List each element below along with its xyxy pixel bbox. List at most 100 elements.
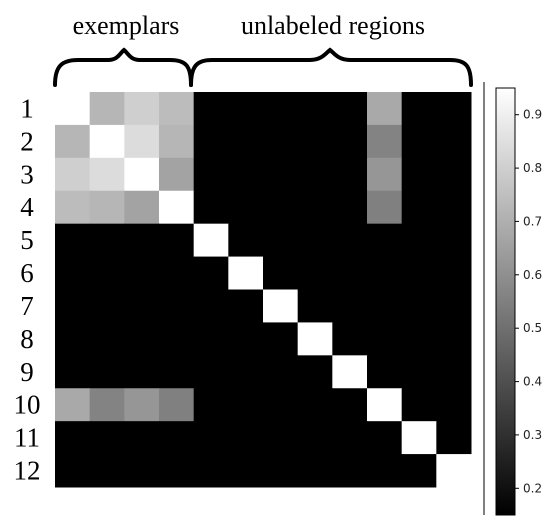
- heatmap-cell-r12-c3: [124, 454, 160, 488]
- heatmap-cell-r11-c7: [263, 421, 299, 455]
- row-label-12: 12: [14, 456, 41, 486]
- row-label-2: 2: [20, 126, 34, 156]
- heatmap-cell-r5-c8: [297, 223, 333, 258]
- heatmap-cell-r6-c2: [89, 256, 125, 290]
- heatmap-cell-r1-c1: [55, 92, 91, 126]
- heatmap-cell-r7-c7: [263, 289, 299, 323]
- heatmap-cell-r8-c5: [193, 322, 229, 356]
- heatmap-cell-r3-c1: [55, 157, 91, 192]
- heatmap-cell-r7-c2: [89, 289, 125, 323]
- heatmap-cell-r3-c6: [228, 157, 264, 192]
- heatmap-cell-r2-c1: [55, 124, 91, 159]
- heatmap-cell-r11-c6: [228, 421, 264, 455]
- heatmap-cell-r6-c8: [297, 256, 333, 290]
- heatmap-cell-r11-c3: [124, 421, 160, 455]
- heatmap-cell-r12-c1: [55, 454, 91, 488]
- heatmap-cell-r10-c2: [89, 388, 125, 422]
- row-label-11: 11: [14, 423, 40, 453]
- colorbar-tick-label-0.6: 0.6: [523, 268, 542, 282]
- heatmap-cell-r7-c4: [159, 289, 195, 323]
- heatmap-cell-r3-c5: [193, 157, 229, 192]
- heatmap-cell-r9-c12: [436, 355, 472, 389]
- heatmap-cell-r3-c9: [332, 157, 368, 192]
- heatmap-cell-r4-c3: [124, 190, 160, 225]
- row-label-5: 5: [20, 225, 34, 255]
- heatmap-cell-r1-c10: [367, 92, 403, 126]
- group-label-exemplars: exemplars: [73, 11, 180, 40]
- heatmap-cell-r12-c9: [332, 454, 368, 488]
- heatmap-cell-r8-c1: [55, 322, 91, 356]
- heatmap-cell-r5-c10: [367, 223, 403, 258]
- colorbar-gradient: [496, 88, 515, 515]
- row-label-3: 3: [20, 159, 34, 189]
- heatmap-cell-r10-c5: [193, 388, 229, 422]
- heatmap-cell-r12-c12: [436, 454, 472, 488]
- heatmap-cell-r10-c8: [297, 388, 333, 422]
- heatmap-grid: [55, 92, 472, 488]
- heatmap-cell-r8-c6: [228, 322, 264, 356]
- heatmap-cell-r2-c2: [89, 124, 125, 159]
- heatmap-cell-r11-c12: [436, 421, 472, 455]
- row-label-10: 10: [14, 390, 41, 420]
- heatmap-cell-r8-c9: [332, 322, 368, 356]
- heatmap-cell-r11-c11: [401, 421, 437, 455]
- heatmap-cell-r5-c1: [55, 223, 91, 258]
- heatmap-cell-r12-c4: [159, 454, 195, 488]
- heatmap-cell-r7-c11: [401, 289, 437, 323]
- row-label-6: 6: [20, 258, 34, 288]
- heatmap-cell-r2-c11: [401, 124, 437, 159]
- heatmap-cell-r10-c4: [159, 388, 195, 422]
- heatmap-cell-r5-c3: [124, 223, 160, 258]
- heatmap-cell-r2-c9: [332, 124, 368, 159]
- heatmap-cell-r4-c10: [367, 190, 403, 225]
- heatmap-cell-r7-c12: [436, 289, 472, 323]
- heatmap-cell-r6-c6: [228, 256, 264, 290]
- heatmap-cell-r1-c11: [401, 92, 437, 126]
- heatmap-cell-r5-c2: [89, 223, 125, 258]
- heatmap-cell-r8-c2: [89, 322, 125, 356]
- heatmap-cell-r8-c8: [297, 322, 333, 356]
- heatmap-cell-r6-c3: [124, 256, 160, 290]
- heatmap-cell-r4-c1: [55, 190, 91, 225]
- row-label-8: 8: [20, 324, 34, 354]
- heatmap-cell-r2-c4: [159, 124, 195, 159]
- heatmap-cell-r6-c7: [263, 256, 299, 290]
- heatmap-cell-r4-c8: [297, 190, 333, 225]
- heatmap-cell-r4-c2: [89, 190, 125, 225]
- heatmap-cell-r5-c6: [228, 223, 264, 258]
- heatmap-cell-r7-c6: [228, 289, 264, 323]
- heatmap-cell-r5-c4: [159, 223, 195, 258]
- heatmap-cell-r4-c5: [193, 190, 229, 225]
- heatmap-cell-r1-c6: [228, 92, 264, 126]
- heatmap-cell-r11-c1: [55, 421, 91, 455]
- heatmap-cell-r9-c8: [297, 355, 333, 389]
- heatmap-cell-r4-c6: [228, 190, 264, 225]
- heatmap-cell-r12-c8: [297, 454, 333, 488]
- heatmap-cell-r2-c7: [263, 124, 299, 159]
- group-label-unlabeled: unlabeled regions: [241, 11, 425, 40]
- heatmap-cell-r10-c7: [263, 388, 299, 422]
- heatmap-cell-r7-c8: [297, 289, 333, 323]
- heatmap-cell-r4-c7: [263, 190, 299, 225]
- heatmap-cell-r4-c12: [436, 190, 472, 225]
- brace-unlabeled-regions: [189, 47, 473, 87]
- heatmap-cell-r1-c12: [436, 92, 472, 126]
- heatmap-cell-r8-c4: [159, 322, 195, 356]
- heatmap-cell-r7-c1: [55, 289, 91, 323]
- heatmap-cell-r2-c6: [228, 124, 264, 159]
- heatmap-cell-r2-c10: [367, 124, 403, 159]
- heatmap-cell-r6-c12: [436, 256, 472, 290]
- colorbar-ticks: 0.2 0.3 0.4 0.5 0.6 0.7 0.8 0.9: [515, 108, 542, 495]
- heatmap-cell-r12-c5: [193, 454, 229, 488]
- heatmap-cell-r11-c4: [159, 421, 195, 455]
- heatmap-cell-r8-c7: [263, 322, 299, 356]
- heatmap-cell-r3-c4: [159, 157, 195, 192]
- heatmap-cell-r1-c9: [332, 92, 368, 126]
- heatmap-cell-r6-c9: [332, 256, 368, 290]
- heatmap-cell-r3-c7: [263, 157, 299, 192]
- row-label-7: 7: [20, 291, 34, 321]
- heatmap-cell-r11-c8: [297, 421, 333, 455]
- heatmap-cell-r9-c3: [124, 355, 160, 389]
- colorbar-tick-label-0.2: 0.2: [523, 481, 542, 495]
